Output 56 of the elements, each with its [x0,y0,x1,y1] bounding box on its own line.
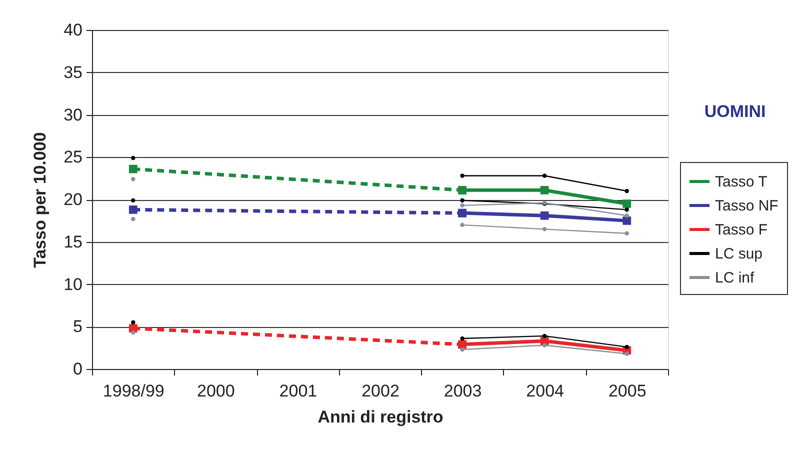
point [131,156,136,160]
point [624,344,629,350]
point [460,347,464,352]
point [624,213,629,218]
point [131,330,136,335]
y-tick-label: 0 [73,360,82,378]
y-tick-label: 20 [64,190,82,209]
point [458,186,466,194]
point [624,208,629,212]
y-tick-label: 35 [64,62,82,82]
y-tick-label: 40 [64,20,82,40]
legend-label: Tasso NF [715,198,778,214]
point [128,164,138,174]
y-axis-title: Tasso per 10.000 [30,132,50,268]
point [622,200,632,208]
x-axis-title: Anni di registro [318,408,444,426]
x-tick-label: 2004 [526,382,564,400]
point [624,231,629,236]
y-tick-label: 25 [64,148,82,167]
point [460,336,464,341]
point [540,211,549,220]
y-tick-label: 30 [64,105,82,124]
x-tick-label: 2002 [362,382,400,400]
x-tick-label: 2005 [608,382,646,400]
point [542,174,547,178]
legend-label: Tasso T [715,174,768,190]
point [542,343,547,348]
point [460,198,464,202]
point [622,216,632,225]
point [131,177,136,182]
point [460,203,464,208]
point [128,205,138,214]
text: UOMINI [704,102,766,121]
point [458,340,466,349]
point [460,222,464,228]
point [540,186,549,194]
point [131,198,136,202]
point [131,320,136,325]
x-tick-label: 1998/99 [102,382,164,400]
x-tick-label: 2001 [279,382,318,400]
point [131,216,136,222]
point [460,174,464,178]
point [542,334,547,338]
point [458,208,466,218]
legend-label: LC inf [715,270,756,286]
point [624,352,629,356]
point [128,324,138,333]
x-tick-label: 2003 [444,382,482,400]
legend-label: LC sup [715,246,763,262]
y-tick-label: 5 [73,317,82,336]
point [542,227,547,232]
legend-label: Tasso F [715,222,768,238]
y-tick-label: 10 [64,274,82,294]
y-tick-label: 15 [64,232,82,252]
x-tick-label: 2000 [197,382,235,400]
point [624,188,629,194]
